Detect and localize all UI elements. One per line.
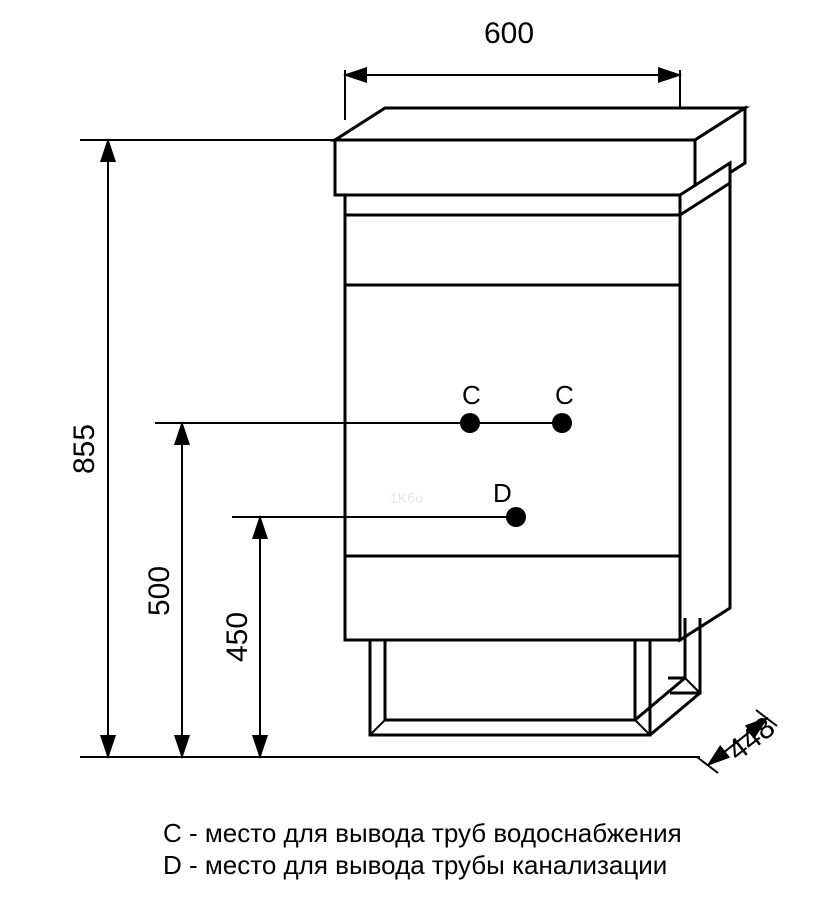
point-c-left-label: C bbox=[462, 380, 481, 411]
point-c-right-label: C bbox=[555, 380, 574, 411]
dim-height-d: 450 bbox=[221, 612, 255, 662]
technical-drawing-container: 600 855 500 450 448 C C D С - место для … bbox=[0, 0, 818, 920]
dim-width-top: 600 bbox=[484, 17, 534, 51]
drawing-svg bbox=[0, 0, 818, 920]
dim-height-total: 855 bbox=[68, 424, 102, 474]
point-d-label: D bbox=[493, 478, 512, 509]
legend-line-c: С - место для вывода труб водоснабжения bbox=[163, 818, 682, 849]
watermark-text: 1Kбо bbox=[390, 490, 423, 506]
legend-line-d: D - место для вывода трубы канализации bbox=[163, 850, 667, 881]
dim-height-c: 500 bbox=[143, 566, 177, 616]
